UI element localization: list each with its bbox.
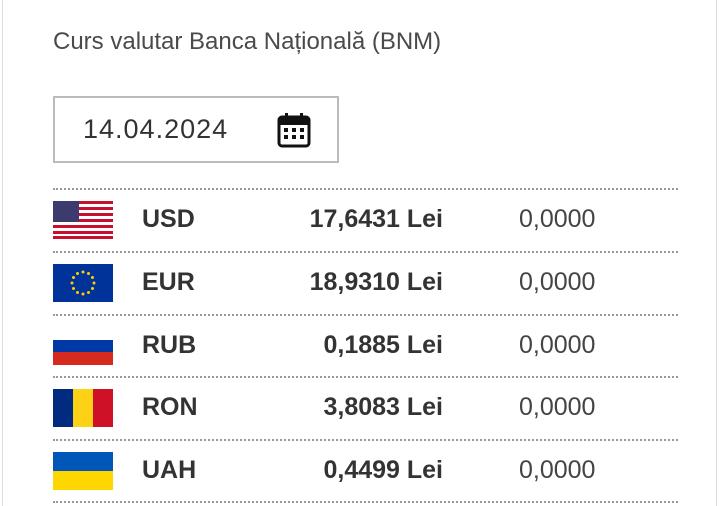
change: 0,0000 <box>519 331 596 359</box>
currency-code: UAH <box>142 456 197 484</box>
rate-row: UAH 0,4499 Lei 0,0000 <box>0 440 722 502</box>
flag-ukraine <box>53 452 113 490</box>
date-text[interactable]: 14.04.2024 <box>83 114 229 144</box>
calendar-icon[interactable] <box>277 112 311 148</box>
flag-usa <box>53 201 113 239</box>
separator <box>53 251 678 253</box>
change: 0,0000 <box>519 205 596 233</box>
separator <box>53 188 678 190</box>
flag-romania <box>53 389 113 427</box>
currency-code: EUR <box>142 268 195 296</box>
change: 0,0000 <box>519 456 596 484</box>
separator <box>53 314 678 316</box>
rate: 0,4499 Lei <box>323 456 443 484</box>
title: Curs valutar Banca Națională (BNM) <box>53 28 442 55</box>
date-picker[interactable]: 14.04.2024 <box>53 96 339 163</box>
flag-eu <box>53 264 113 302</box>
separator <box>53 439 678 441</box>
currency-code: RON <box>142 393 198 421</box>
change: 0,0000 <box>519 393 596 421</box>
rate: 18,9310 Lei <box>309 268 443 296</box>
currency-code: RUB <box>142 331 197 359</box>
change: 0,0000 <box>519 268 596 296</box>
flag-russia <box>53 327 113 365</box>
rate-row: EUR 18,9310 Lei 0,0000 <box>0 252 722 314</box>
rate: 17,6431 Lei <box>309 205 443 233</box>
rate-row: RUB 0,1885 Lei 0,0000 <box>0 315 722 377</box>
rate: 3,8083 Lei <box>323 393 443 421</box>
rate-row: USD 17,6431 Lei 0,0000 <box>0 189 722 251</box>
separator <box>53 376 678 378</box>
currency-code: USD <box>142 205 195 233</box>
rate: 0,1885 Lei <box>323 331 443 359</box>
separator <box>53 501 678 503</box>
rate-row: RON 3,8083 Lei 0,0000 <box>0 377 722 439</box>
